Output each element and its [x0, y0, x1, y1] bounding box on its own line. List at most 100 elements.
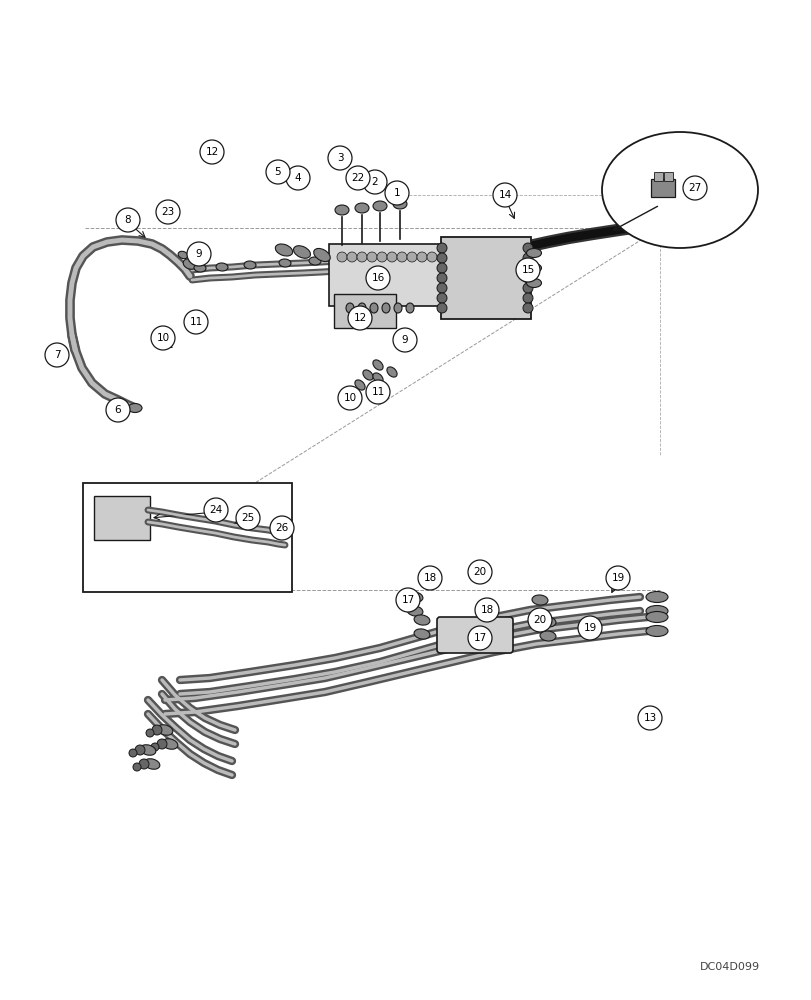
Circle shape	[328, 146, 351, 170]
Circle shape	[418, 566, 441, 590]
Circle shape	[366, 380, 389, 404]
Circle shape	[133, 763, 141, 771]
Circle shape	[363, 170, 387, 194]
Text: 5: 5	[274, 167, 281, 177]
Text: 3: 3	[337, 153, 343, 163]
Text: 6: 6	[114, 405, 121, 415]
Ellipse shape	[393, 199, 406, 209]
Ellipse shape	[178, 251, 187, 259]
Circle shape	[187, 242, 211, 266]
Ellipse shape	[183, 259, 196, 269]
Text: 25: 25	[241, 513, 255, 523]
Circle shape	[515, 258, 539, 282]
Circle shape	[527, 608, 551, 632]
Ellipse shape	[406, 592, 423, 602]
FancyBboxPatch shape	[436, 617, 513, 653]
Circle shape	[116, 208, 139, 232]
Text: 16: 16	[371, 273, 384, 283]
Circle shape	[393, 328, 417, 352]
Ellipse shape	[370, 303, 378, 313]
Ellipse shape	[335, 205, 349, 215]
Ellipse shape	[381, 303, 389, 313]
Text: 14: 14	[498, 190, 511, 200]
Circle shape	[682, 176, 706, 200]
Text: 18: 18	[423, 573, 436, 583]
Ellipse shape	[393, 303, 401, 313]
Ellipse shape	[386, 367, 397, 377]
Circle shape	[357, 252, 367, 262]
Ellipse shape	[142, 518, 154, 526]
Ellipse shape	[539, 617, 556, 627]
Ellipse shape	[372, 201, 387, 211]
Text: 20: 20	[533, 615, 546, 625]
Ellipse shape	[406, 303, 414, 313]
Circle shape	[474, 598, 499, 622]
Circle shape	[266, 160, 290, 184]
Ellipse shape	[531, 595, 547, 605]
Circle shape	[151, 326, 175, 350]
Circle shape	[348, 306, 371, 330]
Circle shape	[436, 273, 446, 283]
Text: 19: 19	[582, 623, 596, 633]
Ellipse shape	[526, 278, 541, 288]
Circle shape	[522, 253, 532, 263]
Circle shape	[522, 243, 532, 253]
Text: 11: 11	[189, 317, 203, 327]
Ellipse shape	[216, 263, 228, 271]
Ellipse shape	[526, 248, 541, 257]
Text: 23: 23	[161, 207, 174, 217]
Circle shape	[156, 200, 180, 224]
Circle shape	[436, 263, 446, 273]
FancyBboxPatch shape	[663, 172, 672, 181]
Ellipse shape	[414, 629, 429, 639]
Circle shape	[346, 252, 357, 262]
Circle shape	[151, 743, 159, 751]
FancyBboxPatch shape	[650, 179, 674, 197]
Text: 7: 7	[54, 350, 60, 360]
Ellipse shape	[354, 203, 368, 213]
Ellipse shape	[159, 509, 171, 517]
Circle shape	[522, 273, 532, 283]
Circle shape	[436, 243, 446, 253]
Text: 4: 4	[294, 173, 301, 183]
Circle shape	[384, 181, 409, 205]
Text: 17: 17	[473, 633, 486, 643]
Ellipse shape	[646, 626, 667, 637]
Circle shape	[337, 386, 362, 410]
Text: 10: 10	[343, 393, 356, 403]
Ellipse shape	[358, 303, 366, 313]
Ellipse shape	[157, 725, 173, 735]
Text: 12: 12	[205, 147, 218, 157]
Ellipse shape	[526, 263, 541, 272]
Circle shape	[436, 253, 446, 263]
Circle shape	[236, 506, 260, 530]
Circle shape	[522, 283, 532, 293]
Circle shape	[366, 266, 389, 290]
Ellipse shape	[159, 521, 171, 529]
Circle shape	[337, 252, 346, 262]
FancyBboxPatch shape	[328, 244, 440, 306]
Text: 19: 19	[611, 573, 624, 583]
Circle shape	[467, 626, 491, 650]
Text: 11: 11	[371, 387, 384, 397]
Ellipse shape	[601, 132, 757, 248]
Ellipse shape	[313, 248, 330, 262]
Circle shape	[106, 398, 130, 422]
Text: 9: 9	[401, 335, 408, 345]
Circle shape	[204, 498, 228, 522]
Circle shape	[406, 252, 417, 262]
Text: 26: 26	[275, 523, 288, 533]
Circle shape	[522, 263, 532, 273]
Circle shape	[184, 310, 208, 334]
Ellipse shape	[531, 609, 547, 619]
Text: 12: 12	[353, 313, 367, 323]
Ellipse shape	[128, 403, 142, 412]
Text: 2: 2	[371, 177, 378, 187]
Circle shape	[397, 252, 406, 262]
Circle shape	[436, 303, 446, 313]
Circle shape	[270, 516, 294, 540]
Circle shape	[367, 252, 376, 262]
Ellipse shape	[406, 606, 423, 616]
Circle shape	[135, 745, 145, 755]
Ellipse shape	[293, 246, 310, 258]
